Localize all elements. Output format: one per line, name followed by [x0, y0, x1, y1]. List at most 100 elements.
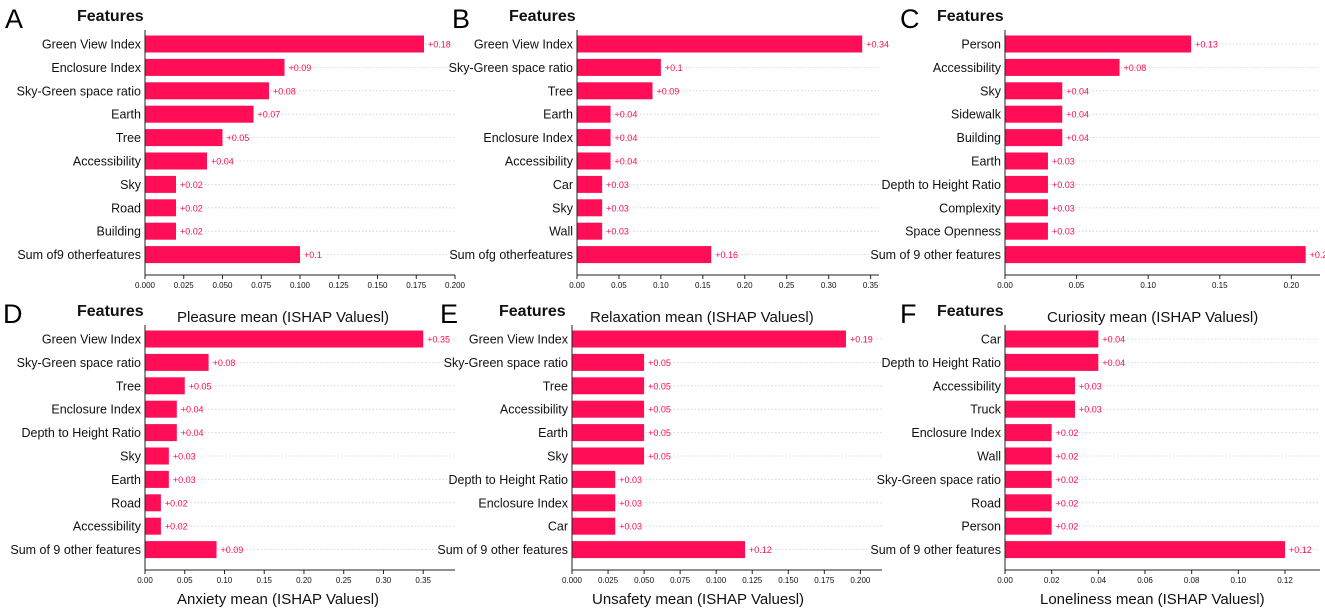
x-tick-label: 0.10 [1231, 576, 1247, 585]
x-tick-label: 0.200 [445, 281, 466, 290]
bar [1005, 517, 1052, 535]
x-tick-label: 0.05 [611, 281, 627, 290]
bar [145, 353, 209, 371]
bar [145, 129, 223, 147]
category-label: Road [971, 496, 1001, 510]
category-label: Enclosure Index [478, 496, 568, 510]
bar [145, 152, 207, 170]
bar [145, 494, 161, 512]
category-label: Space Openness [905, 225, 1001, 239]
bar-chart-e: Green View Index +0.19 Sky-Green space rat… [437, 325, 882, 585]
data-label: +0.03 [619, 522, 642, 532]
x-tick-label: 0.000 [135, 281, 156, 290]
data-label: +0.04 [1066, 133, 1089, 143]
category-label: Sum of 9 other features [437, 543, 568, 557]
bar [577, 35, 863, 53]
x-tick-label: 0.00 [997, 576, 1013, 585]
category-label: Earth [111, 108, 141, 122]
bar-chart-b: Green View Index +0.34 Sky-Green space rat… [449, 30, 889, 290]
category-label: Accessibility [933, 61, 1002, 75]
bar [1005, 400, 1075, 418]
panel-letter-d: D [3, 299, 23, 329]
bar [572, 541, 746, 559]
panel-letter-c: C [900, 4, 920, 34]
category-label: Tree [543, 379, 568, 393]
x-tick-label: 0.04 [1091, 576, 1107, 585]
data-label: +0.02 [1056, 522, 1079, 532]
bar [577, 82, 653, 100]
x-tick-label: 0.200 [850, 576, 871, 585]
bar [1005, 377, 1075, 395]
x-tick-label: 0.050 [212, 281, 233, 290]
x-tick-label: 0.125 [329, 281, 350, 290]
data-label: +0.03 [173, 452, 196, 462]
bar [577, 152, 611, 170]
data-label: +0.03 [1052, 157, 1075, 167]
x-tick-label: 0.08 [1184, 576, 1200, 585]
bar [577, 129, 611, 147]
category-label: Sum ofg otherfeatures [449, 248, 573, 262]
bar [572, 517, 616, 535]
x-tick-label: 0.150 [778, 576, 799, 585]
x-tick-label: 0.00 [569, 281, 585, 290]
category-label: Sky-Green space ratio [17, 84, 141, 98]
data-label: +0.34 [866, 40, 889, 50]
bar [1005, 246, 1306, 264]
data-label: +0.04 [1066, 110, 1089, 120]
category-label: Enclosure Index [51, 403, 141, 417]
x-tick-label: 0.05 [1069, 281, 1085, 290]
category-label: Sky [547, 450, 569, 464]
bar [145, 246, 300, 264]
data-label: +0.02 [165, 522, 188, 532]
category-label: Car [553, 178, 573, 192]
x-tick-label: 0.00 [997, 281, 1013, 290]
category-label: Earth [538, 426, 568, 440]
data-label: +0.05 [227, 133, 250, 143]
category-label: Earth [543, 108, 573, 122]
bar [1005, 222, 1048, 240]
data-label: +0.1 [665, 63, 683, 73]
data-label: +0.12 [1289, 545, 1312, 555]
bar [145, 35, 424, 53]
bar [577, 246, 712, 264]
data-label: +0.07 [258, 110, 281, 120]
data-label: +0.03 [606, 227, 629, 237]
category-label: Person [961, 520, 1001, 534]
category-label: Tree [116, 131, 141, 145]
bar [577, 199, 603, 217]
bar [145, 517, 161, 535]
data-label: +0.03 [1052, 227, 1075, 237]
data-label: +0.02 [165, 498, 188, 508]
bar [1005, 35, 1192, 53]
category-label: Truck [970, 403, 1002, 417]
x-tick-label: 0.025 [174, 281, 195, 290]
category-label: Enclosure Index [483, 131, 573, 145]
x-axis-label-e: Unsafety mean (ISHAP Valuesl) [592, 591, 805, 608]
bar [145, 400, 177, 418]
bar [1005, 424, 1052, 442]
category-label: Green View Index [42, 38, 142, 52]
chart-title-f: Curiosity mean (ISHAP Valuesl) [1047, 309, 1259, 326]
x-tick-label: 0.25 [336, 576, 352, 585]
x-tick-label: 0.06 [1137, 576, 1153, 585]
x-tick-label: 0.15 [1212, 281, 1228, 290]
data-label: +0.05 [648, 452, 671, 462]
bar [1005, 152, 1048, 170]
category-label: Sky [552, 201, 574, 215]
features-title-e: Features [499, 303, 566, 320]
category-label: Road [111, 496, 141, 510]
x-tick-label: 0.10 [1140, 281, 1156, 290]
x-tick-label: 0.12 [1277, 576, 1293, 585]
category-label: Earth [111, 473, 141, 487]
bar [145, 82, 269, 100]
data-label: +0.04 [615, 110, 638, 120]
category-label: Wall [549, 225, 573, 239]
data-label: +0.03 [606, 180, 629, 190]
data-label: +0.21 [1310, 250, 1325, 260]
data-label: +0.03 [1079, 405, 1102, 415]
x-axis-label-f: Loneliness mean (ISHAP Valuesl) [1040, 591, 1265, 608]
bar [577, 175, 603, 193]
features-title-f: Features [937, 303, 1004, 320]
x-tick-label: 0.35 [415, 576, 431, 585]
panel-letter-e: E [440, 299, 459, 329]
